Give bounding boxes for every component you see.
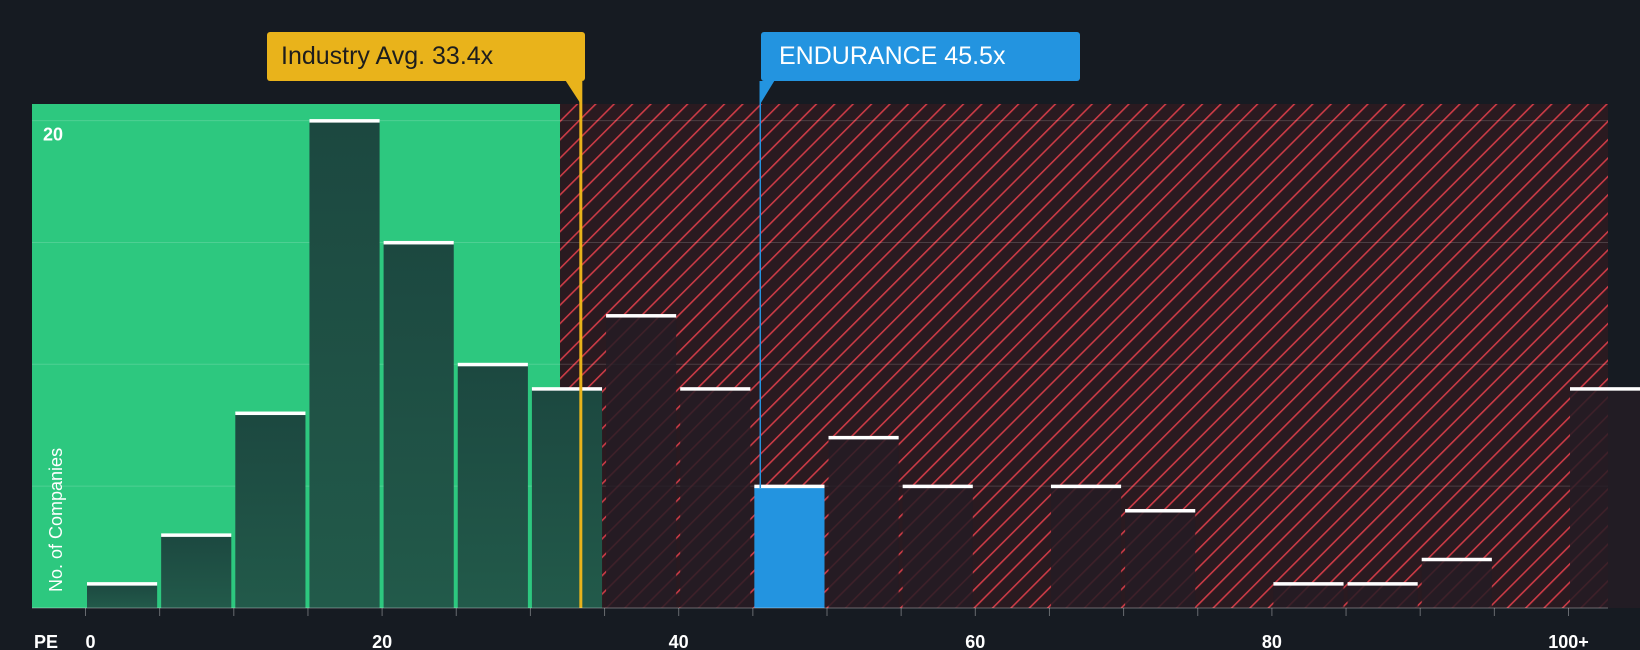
histogram-bar bbox=[680, 388, 751, 608]
bar-cap bbox=[531, 387, 603, 391]
histogram-bar bbox=[1050, 486, 1122, 608]
x-tick-label: 80 bbox=[1262, 632, 1282, 650]
histogram-bar bbox=[87, 583, 158, 608]
company-pe-callout: ENDURANCE 45.5x bbox=[761, 32, 1080, 81]
y-axis-label: No. of Companies bbox=[46, 448, 66, 592]
x-tick-label: 20 bbox=[372, 632, 392, 650]
x-tick-label: 40 bbox=[669, 632, 689, 650]
bar-cap bbox=[680, 387, 751, 391]
bar-cap bbox=[457, 362, 528, 367]
histogram-bar bbox=[606, 315, 677, 608]
bar-cap bbox=[87, 582, 158, 586]
histogram-bar bbox=[309, 120, 380, 608]
bar-cap bbox=[902, 484, 973, 489]
industry-callout-pointer bbox=[565, 81, 581, 104]
histogram-bar bbox=[235, 413, 306, 608]
bar-cap bbox=[309, 119, 380, 123]
x-tick-label: 0 bbox=[86, 632, 96, 650]
industry-average-callout: Industry Avg. 33.4x bbox=[267, 32, 585, 81]
bar-cap bbox=[1570, 387, 1640, 391]
x-tick-label: 60 bbox=[965, 632, 985, 650]
bar-cap bbox=[383, 240, 454, 245]
histogram-bar bbox=[1125, 510, 1196, 608]
y-tick-label: 20 bbox=[43, 125, 63, 145]
histogram-bar bbox=[828, 437, 899, 608]
histogram-bar bbox=[1273, 583, 1344, 608]
histogram-bar bbox=[1570, 388, 1640, 608]
histogram-bar bbox=[754, 486, 825, 608]
x-axis-label: PE bbox=[34, 632, 58, 650]
company-callout-pointer bbox=[760, 81, 775, 104]
x-tick-label: 100+ bbox=[1548, 632, 1589, 650]
bar-cap bbox=[606, 314, 677, 318]
bar-cap bbox=[754, 484, 825, 489]
bar-cap bbox=[235, 411, 306, 416]
bar-cap bbox=[828, 435, 899, 440]
histogram-bar bbox=[902, 486, 973, 608]
histogram-bar bbox=[531, 388, 603, 608]
histogram-bar bbox=[161, 534, 232, 608]
bar-cap bbox=[1050, 484, 1122, 489]
bar-cap bbox=[161, 533, 232, 537]
bar-cap bbox=[1347, 582, 1418, 586]
bar-cap bbox=[1273, 582, 1344, 586]
histogram-bar bbox=[1347, 583, 1418, 608]
histogram-bar bbox=[1421, 559, 1492, 608]
histogram-bar bbox=[383, 242, 454, 608]
histogram-bar bbox=[457, 364, 528, 608]
bar-cap bbox=[1125, 509, 1196, 513]
bar-cap bbox=[1421, 557, 1492, 562]
